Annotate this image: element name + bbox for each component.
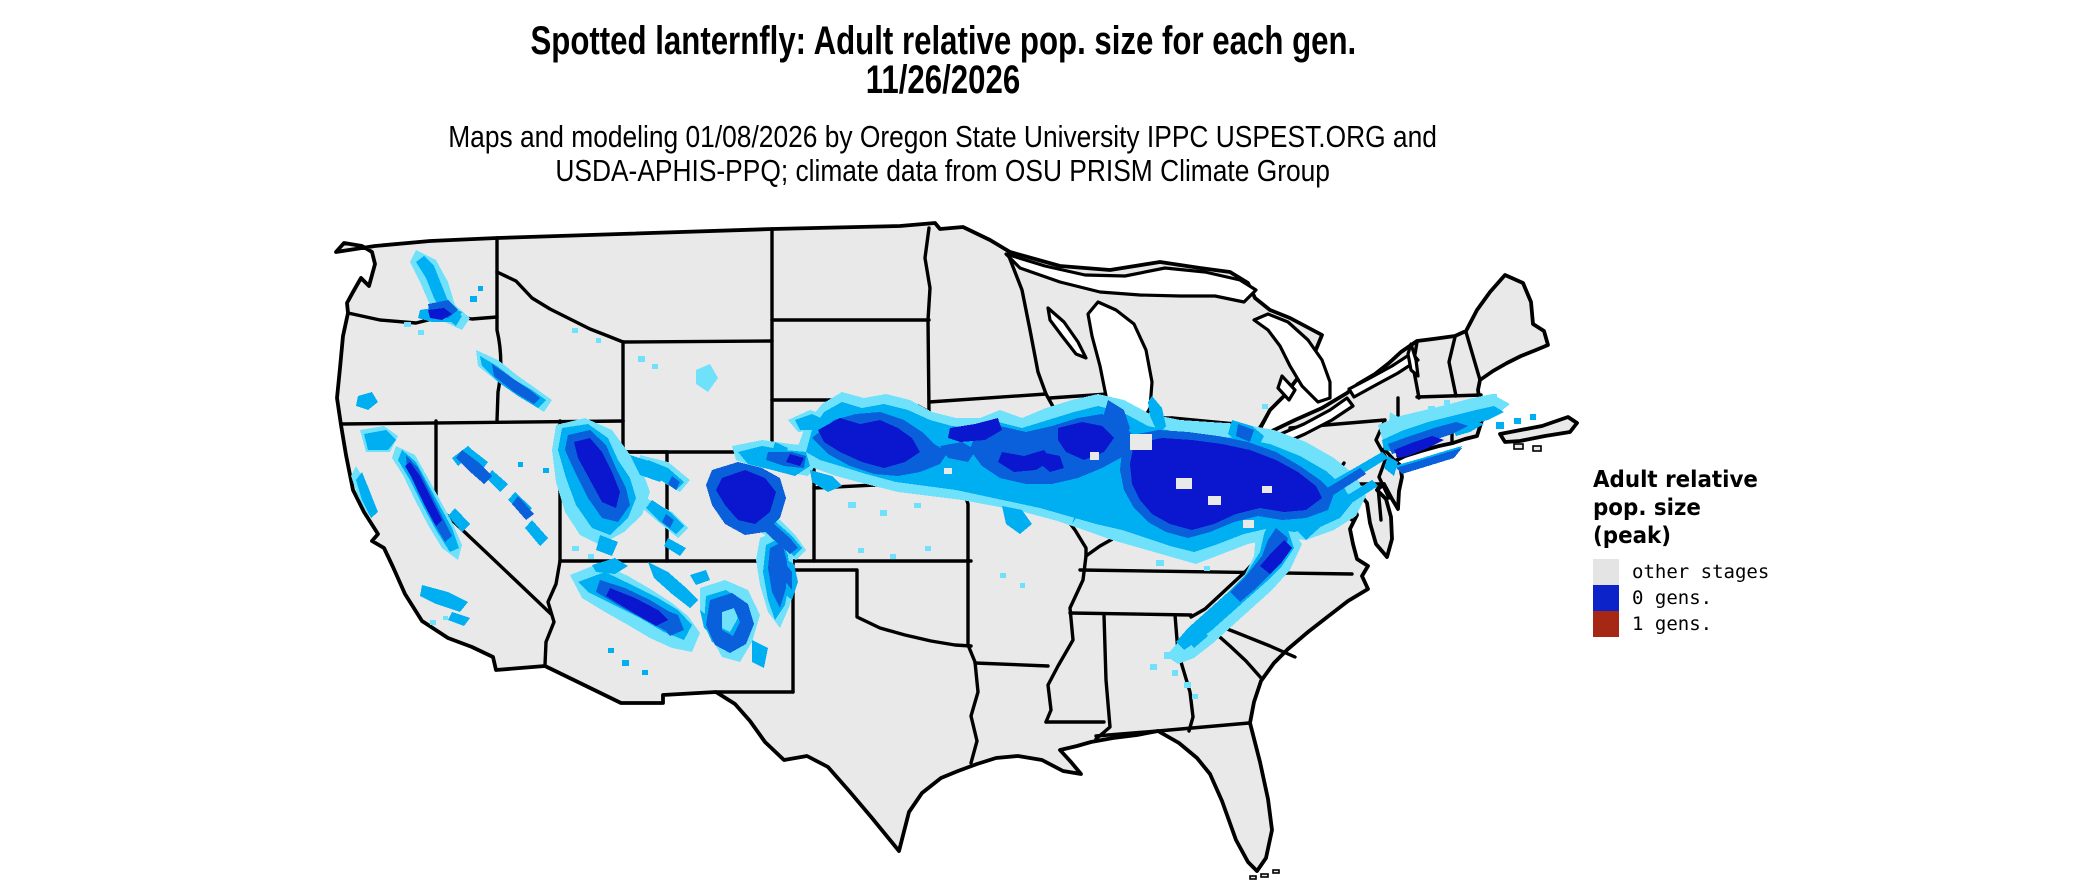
pop-layer-high <box>405 308 1444 626</box>
us-land-outline <box>334 221 1579 873</box>
legend-item: other stages <box>1593 559 1853 585</box>
lake-superior <box>1004 252 1258 304</box>
legend-title: Adult relative pop. size (peak) <box>1593 466 1835 550</box>
green-bay <box>1046 306 1088 360</box>
subtitle-line1: Maps and modeling 01/08/2026 by Oregon S… <box>448 119 1438 154</box>
lake-huron <box>1252 312 1332 404</box>
legend-item: 0 gens. <box>1593 585 1853 611</box>
legend-item: 1 gens. <box>1593 611 1853 637</box>
legend-swatch <box>1593 585 1619 611</box>
map-legend: Adult relative pop. size (peak) other st… <box>1593 466 1853 637</box>
lake-ontario <box>1347 351 1420 399</box>
islands <box>1249 443 1542 880</box>
legend-title-line2: pop. size <box>1593 495 1701 521</box>
subtitle-line2: USDA-APHIS-PPQ; climate data from OSU PR… <box>555 153 1331 188</box>
legend-title-line1: Adult relative <box>1593 467 1758 493</box>
pop-band-holes <box>944 434 1272 528</box>
great-lakes <box>1004 252 1420 456</box>
legend-swatch <box>1593 611 1619 637</box>
legend-item-label: 1 gens. <box>1632 613 1713 635</box>
main-title-line2: 11/26/2026 <box>865 58 1021 102</box>
subtitle: Maps and modeling 01/08/2026 by Oregon S… <box>343 120 1543 188</box>
saginaw-bay <box>1276 374 1297 402</box>
legend-item-label: 0 gens. <box>1632 587 1713 609</box>
legend-items: other stages 0 gens. 1 gens. <box>1593 559 1853 637</box>
main-title-line1: Spotted lanternfly: Adult relative pop. … <box>530 19 1356 63</box>
legend-item-label: other stages <box>1632 561 1770 583</box>
legend-title-line3: (peak) <box>1593 523 1672 549</box>
legend-swatch <box>1593 559 1619 585</box>
main-title: Spotted lanternfly: Adult relative pop. … <box>343 19 1543 102</box>
lake-champlain <box>1406 342 1420 378</box>
